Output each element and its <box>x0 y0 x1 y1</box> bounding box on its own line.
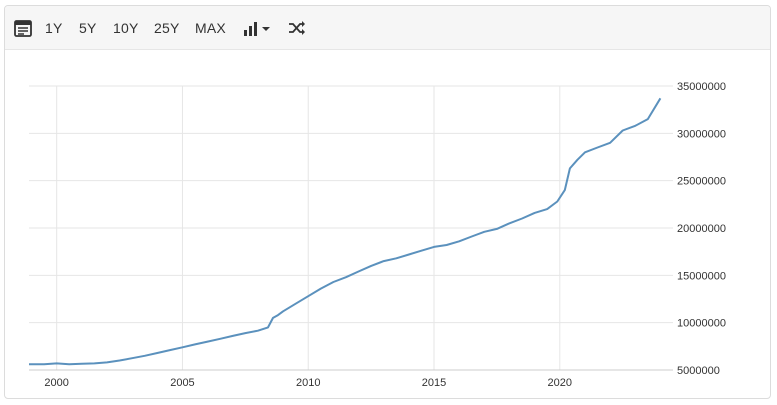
y-tick-label: 15000000 <box>677 270 726 282</box>
y-tick-label: 5000000 <box>677 365 720 377</box>
range-button-25y[interactable]: 25Y <box>154 20 180 36</box>
y-tick-label: 25000000 <box>677 176 726 188</box>
x-tick-label: 2015 <box>422 377 446 389</box>
y-tick-label: 30000000 <box>677 128 726 140</box>
shuffle-icon[interactable] <box>286 17 308 39</box>
x-tick-label: 2010 <box>296 377 320 389</box>
x-tick-label: 2005 <box>170 377 194 389</box>
chart-area: 5000000 10000000 15000000 20000000 25000000 3… <box>5 50 770 398</box>
y-tick-label: 35000000 <box>677 81 726 93</box>
range-button-10y[interactable]: 10Y <box>113 20 139 36</box>
calendar-icon[interactable] <box>12 17 34 39</box>
x-tick-label: 2000 <box>44 377 68 389</box>
y-tick-label: 20000000 <box>677 223 726 235</box>
x-tick-label: 2020 <box>548 377 572 389</box>
range-button-5y[interactable]: 5Y <box>79 20 97 36</box>
chart-container: 1Y 5Y 10Y 25Y MAX <box>4 5 771 399</box>
line-chart: 5000000 10000000 15000000 20000000 25000000 3… <box>29 81 726 389</box>
caret-down-icon[interactable] <box>259 17 273 39</box>
range-button-max[interactable]: MAX <box>195 20 226 36</box>
chart-toolbar: 1Y 5Y 10Y 25Y MAX <box>5 6 770 50</box>
series-line <box>29 97 662 366</box>
range-button-1y[interactable]: 1Y <box>45 20 63 36</box>
bar-chart-icon[interactable] <box>241 17 263 39</box>
y-tick-label: 10000000 <box>677 318 726 330</box>
